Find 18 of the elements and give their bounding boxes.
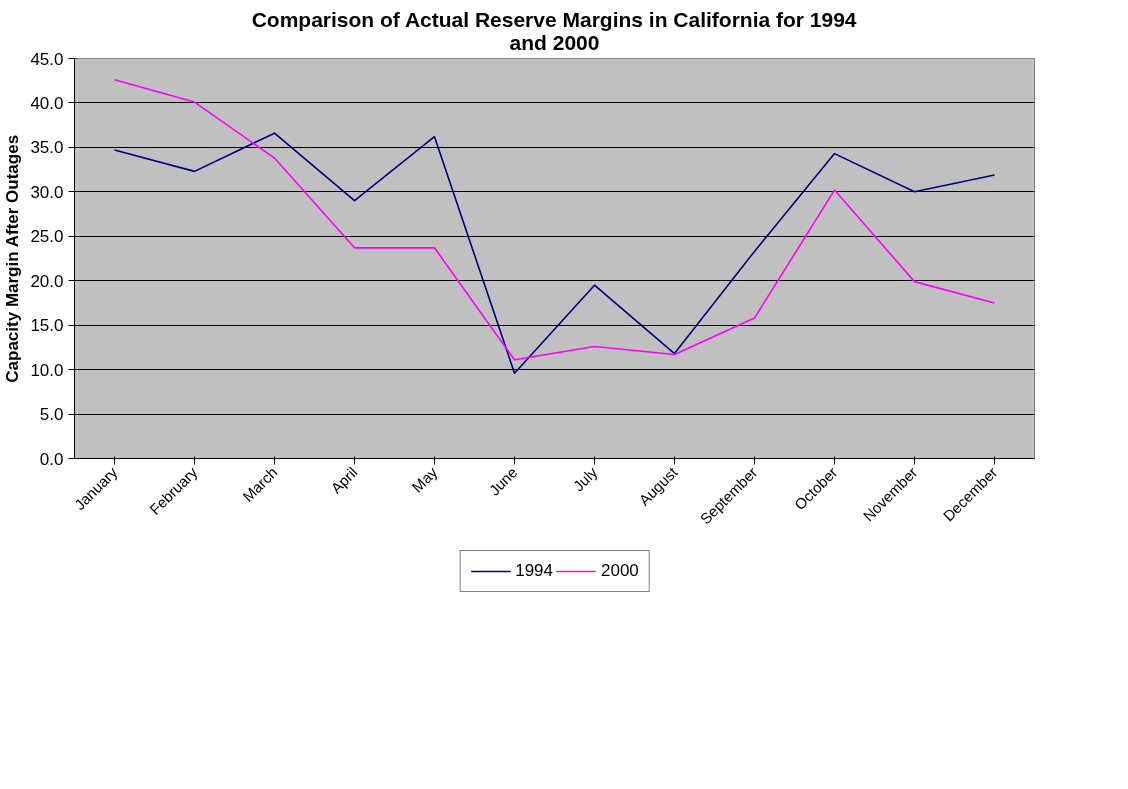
y-tick-label: 20.0: [30, 271, 64, 291]
y-axis-title: Capacity Margin After Outages: [3, 134, 23, 383]
x-tick-label: May: [408, 463, 441, 496]
y-tick-label: 45.0: [30, 49, 64, 69]
y-tick-label: 0.0: [39, 449, 64, 469]
y-tick-label: 35.0: [30, 138, 64, 158]
legend-label: 2000: [601, 561, 639, 581]
legend-label: 1994: [515, 561, 553, 581]
y-tick-label: 15.0: [30, 316, 64, 336]
y-tick-label: 25.0: [30, 227, 64, 247]
x-tick-label: July: [569, 463, 601, 495]
y-tick-label: 10.0: [30, 360, 64, 380]
chart-title: Comparison of Actual Reserve Margins in California for 1994 and 2000: [251, 7, 857, 54]
y-tick-label: 5.0: [39, 405, 64, 425]
y-tick-label: 30.0: [30, 182, 64, 202]
y-tick-label: 40.0: [30, 93, 64, 113]
line-series: [113, 79, 996, 361]
line-series: [113, 132, 996, 374]
